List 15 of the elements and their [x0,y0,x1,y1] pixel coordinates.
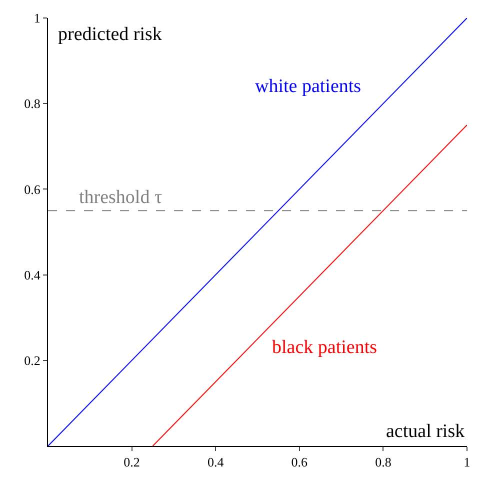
x-axis-title: actual risk [386,421,466,442]
y-tick-label: 0.6 [24,182,41,197]
y-tick-label: 1 [34,10,40,26]
series-label: white patients [255,76,362,97]
y-tick-label: 0.4 [24,267,41,282]
y-tick-label: 0.8 [24,96,40,112]
y-axis-title: predicted risk [58,24,162,45]
x-tick-label: 0.8 [375,454,392,470]
x-tick-label: 0.4 [207,454,224,470]
series-label: black patients [272,337,377,358]
x-tick-label: 1 [464,454,470,470]
x-tick-label: 0.6 [291,454,308,470]
y-tick-label: 0.2 [24,352,40,368]
x-tick-label: 0.2 [124,454,140,470]
ref-line-label: threshold τ [79,187,162,208]
